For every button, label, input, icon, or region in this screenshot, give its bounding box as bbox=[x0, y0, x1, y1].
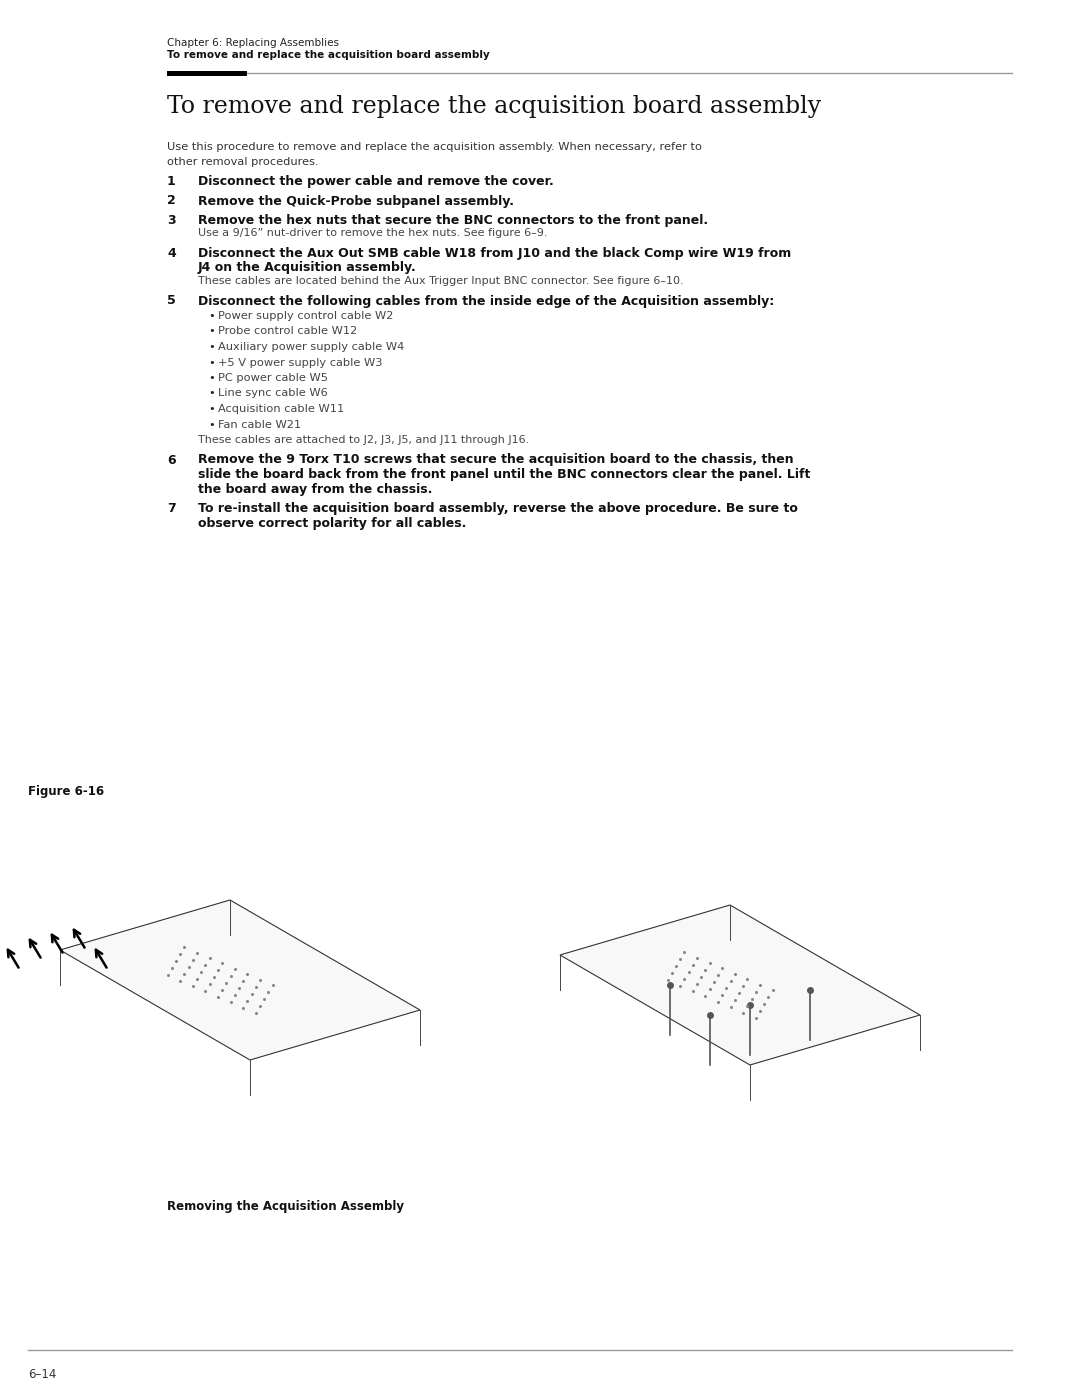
Text: Figure 6-16: Figure 6-16 bbox=[28, 785, 104, 798]
Text: +5 V power supply cable W3: +5 V power supply cable W3 bbox=[218, 358, 382, 367]
Text: To remove and replace the acquisition board assembly: To remove and replace the acquisition bo… bbox=[167, 50, 489, 60]
Bar bbox=[167, 71, 247, 75]
Text: 1: 1 bbox=[167, 175, 176, 189]
Text: •: • bbox=[208, 404, 215, 414]
Text: To remove and replace the acquisition board assembly: To remove and replace the acquisition bo… bbox=[167, 95, 821, 117]
Text: •: • bbox=[208, 419, 215, 429]
Text: the board away from the chassis.: the board away from the chassis. bbox=[198, 482, 432, 496]
Text: Auxiliary power supply cable W4: Auxiliary power supply cable W4 bbox=[218, 342, 404, 352]
Text: •: • bbox=[208, 312, 215, 321]
Polygon shape bbox=[60, 900, 420, 1060]
Text: J4 on the Acquisition assembly.: J4 on the Acquisition assembly. bbox=[198, 261, 417, 274]
Text: 3: 3 bbox=[167, 214, 176, 226]
Text: Power supply control cable W2: Power supply control cable W2 bbox=[218, 312, 393, 321]
Text: observe correct polarity for all cables.: observe correct polarity for all cables. bbox=[198, 517, 467, 529]
Text: 6: 6 bbox=[167, 454, 176, 467]
Text: Remove the Quick-Probe subpanel assembly.: Remove the Quick-Probe subpanel assembly… bbox=[198, 194, 514, 208]
Text: 6–14: 6–14 bbox=[28, 1368, 56, 1382]
Text: 7: 7 bbox=[167, 502, 176, 515]
Text: •: • bbox=[208, 342, 215, 352]
Text: Chapter 6: Replacing Assemblies: Chapter 6: Replacing Assemblies bbox=[167, 38, 339, 47]
Text: Fan cable W21: Fan cable W21 bbox=[218, 419, 301, 429]
Text: other removal procedures.: other removal procedures. bbox=[167, 156, 319, 168]
Text: Remove the 9 Torx T10 screws that secure the acquisition board to the chassis, t: Remove the 9 Torx T10 screws that secure… bbox=[198, 454, 794, 467]
Text: Disconnect the power cable and remove the cover.: Disconnect the power cable and remove th… bbox=[198, 175, 554, 189]
Text: Acquisition cable W11: Acquisition cable W11 bbox=[218, 404, 345, 414]
Text: Remove the hex nuts that secure the BNC connectors to the front panel.: Remove the hex nuts that secure the BNC … bbox=[198, 214, 708, 226]
Text: •: • bbox=[208, 327, 215, 337]
Text: To re-install the acquisition board assembly, reverse the above procedure. Be su: To re-install the acquisition board asse… bbox=[198, 502, 798, 515]
Text: Removing the Acquisition Assembly: Removing the Acquisition Assembly bbox=[167, 1200, 404, 1213]
Text: 2: 2 bbox=[167, 194, 176, 208]
Text: •: • bbox=[208, 373, 215, 383]
Polygon shape bbox=[561, 905, 920, 1065]
Text: Disconnect the following cables from the inside edge of the Acquisition assembly: Disconnect the following cables from the… bbox=[198, 295, 774, 307]
Text: Line sync cable W6: Line sync cable W6 bbox=[218, 388, 327, 398]
Text: Use a 9/16” nut-driver to remove the hex nuts. See figure 6–9.: Use a 9/16” nut-driver to remove the hex… bbox=[198, 229, 548, 239]
Text: PC power cable W5: PC power cable W5 bbox=[218, 373, 328, 383]
Text: 5: 5 bbox=[167, 295, 176, 307]
Text: Use this procedure to remove and replace the acquisition assembly. When necessar: Use this procedure to remove and replace… bbox=[167, 142, 702, 152]
Text: •: • bbox=[208, 358, 215, 367]
Text: •: • bbox=[208, 388, 215, 398]
Text: Probe control cable W12: Probe control cable W12 bbox=[218, 327, 357, 337]
Text: Disconnect the Aux Out SMB cable W18 from J10 and the black Comp wire W19 from: Disconnect the Aux Out SMB cable W18 fro… bbox=[198, 247, 792, 260]
Text: These cables are attached to J2, J3, J5, and J11 through J16.: These cables are attached to J2, J3, J5,… bbox=[198, 434, 529, 446]
Text: 4: 4 bbox=[167, 247, 176, 260]
Text: These cables are located behind the Aux Trigger Input BNC connector. See figure : These cables are located behind the Aux … bbox=[198, 277, 684, 286]
Bar bbox=[28, 814, 1052, 1155]
Text: slide the board back from the front panel until the BNC connectors clear the pan: slide the board back from the front pane… bbox=[198, 468, 810, 481]
